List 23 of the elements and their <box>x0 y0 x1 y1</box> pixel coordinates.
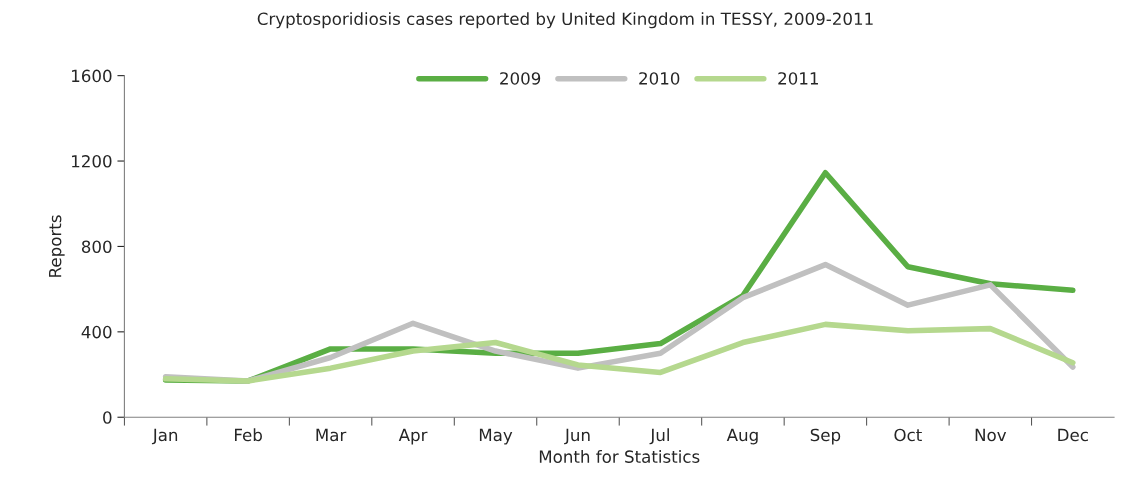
x-tick-label: Jun <box>564 428 590 445</box>
x-tick-label: Sep <box>810 428 841 445</box>
x-tick-label: Feb <box>235 428 262 442</box>
x-tick-label: Apr <box>398 428 428 445</box>
x-tick-label: May <box>479 428 513 445</box>
x-tick-label: Jan <box>151 428 178 445</box>
x-tick-label: Jul <box>649 428 669 445</box>
y-tick-label: 0 <box>103 411 112 424</box>
x-tick-label: Nov <box>975 428 1007 442</box>
x-axis-title: Month for Statistics <box>539 450 700 463</box>
y-tick-label: 1200 <box>72 155 112 168</box>
x-tick-label: Dec <box>1058 428 1088 442</box>
legend-label: 2009 <box>500 72 541 85</box>
legend-label: 2011 <box>778 72 818 85</box>
y-tick-label: 400 <box>81 325 112 339</box>
y-tick-label: 800 <box>81 240 112 254</box>
chart-title: Cryptosporidiosis cases reported by United Kingdom in TESSY, 2009-2011 <box>257 12 873 29</box>
y-tick-label: 1600 <box>72 69 112 83</box>
y-axis-title: Reports <box>49 215 65 277</box>
x-tick-label: Oct <box>894 428 922 442</box>
x-tick-label: Mar <box>316 428 347 442</box>
legend-label: 2010 <box>639 72 680 85</box>
x-tick-label: Aug <box>726 428 758 445</box>
